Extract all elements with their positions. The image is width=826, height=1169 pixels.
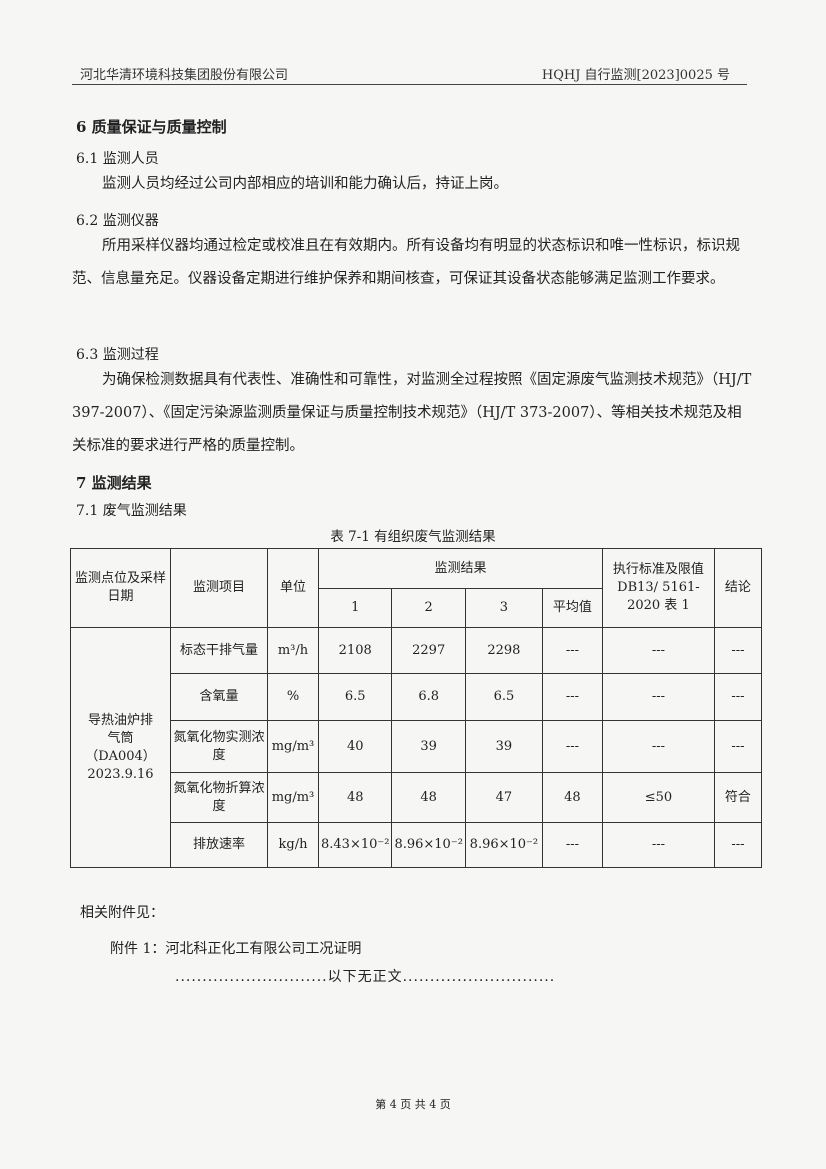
cell-limit: --- (601, 720, 715, 773)
cell-v2: 39 (391, 720, 466, 773)
header-report-no: HQHJ 自行监测[2023]0025 号 (541, 68, 730, 83)
cell-item: 含氧量 (170, 673, 268, 721)
header-point: 监测点位及采样日期 (70, 548, 171, 628)
cell-result: --- (713, 673, 762, 721)
cell-v3: 8.96×10⁻² (464, 822, 543, 868)
cell-v2: 2297 (391, 627, 466, 674)
cell-v1: 2108 (317, 627, 393, 674)
cell-avg: --- (541, 627, 603, 674)
cell-v2: 6.8 (391, 673, 466, 721)
header-avg: 平均值 (541, 588, 603, 628)
cell-unit: m³/h (267, 627, 319, 674)
cell-limit: --- (601, 627, 715, 674)
table-row: 导热油炉排气筒（DA004）2023.9.16 标态干排气量 m³/h 2108 22… (70, 627, 762, 868)
table-row: 氮氧化物折算浓度 mg/m³ 48 48 47 48 ≤50 符合 (71, 772, 762, 823)
attachments-intro: 相关附件见： (80, 905, 164, 921)
table-row: 氮氧化物实测浓度 mg/m³ 40 39 39 --- --- --- (71, 720, 762, 773)
cell-item: 氮氧化物折算浓度 (170, 772, 268, 823)
cell-v2: 8.96×10⁻² (391, 822, 466, 868)
results-table: 监测点位及采样日期 监测项目 单位 监测结果 执行标准及限值DB13/ 5161… (70, 548, 762, 868)
section-6-1-text: 监测人员均经过公司内部相应的培训和能力确认后，持证上岗。 (102, 176, 508, 192)
page-footer: 第 4 页 共 4 页 (375, 1098, 451, 1111)
cell-result: --- (713, 822, 762, 868)
monitoring-point: 导热油炉排气筒（DA004）2023.9.16 (70, 627, 171, 868)
section-7-1-title: 7.1 废气监测结果 (76, 503, 187, 519)
cell-v1: 8.43×10⁻² (317, 822, 393, 868)
header-item: 监测项目 (170, 548, 268, 628)
header-results: 监测结果 (318, 548, 603, 589)
cell-v2: 48 (391, 772, 466, 823)
cell-v3: 6.5 (464, 673, 543, 721)
section-7-title: 7 监测结果 (76, 474, 152, 492)
cell-result: --- (713, 720, 762, 773)
header-r3: 3 (464, 588, 543, 628)
cell-limit: --- (601, 822, 715, 868)
cell-result: 符合 (713, 772, 762, 823)
header-company: 河北华清环境科技集团股份有限公司 (80, 68, 289, 83)
header-unit: 单位 (267, 548, 319, 628)
end-of-text: ............................以下无正文.......… (175, 969, 556, 985)
cell-avg: --- (541, 720, 603, 773)
cell-result: --- (713, 627, 762, 674)
header-divider (72, 84, 747, 85)
cell-v1: 40 (317, 720, 393, 773)
table-row: 排放速率 kg/h 8.43×10⁻² 8.96×10⁻² 8.96×10⁻² --- --… (71, 822, 762, 868)
cell-unit: mg/m³ (267, 772, 319, 823)
table-caption: 表 7-1 有组织废气监测结果 (330, 529, 496, 545)
cell-unit: kg/h (267, 822, 319, 868)
cell-item: 标态干排气量 (170, 627, 268, 674)
section-6-2-text: 所用采样仪器均通过检定或校准且在有效期内。所有设备均有明显的状态标识和唯一性标识… (72, 238, 740, 287)
cell-v1: 6.5 (317, 673, 393, 721)
cell-avg: --- (541, 822, 603, 868)
cell-v3: 39 (464, 720, 543, 773)
cell-avg: --- (541, 673, 603, 721)
header-r2: 2 (391, 588, 466, 628)
header-conclusion: 结论 (713, 548, 762, 628)
cell-item: 氮氧化物实测浓度 (170, 720, 268, 773)
table-row: 含氧量% 6.5 6.8 6.5 --- --- --- (71, 673, 762, 721)
section-6-2-title: 6.2 监测仪器 (76, 213, 159, 229)
header-r1: 1 (317, 588, 393, 628)
cell-v3: 2298 (464, 627, 543, 674)
attachment-1: 附件 1：河北科正化工有限公司工况证明 (110, 941, 362, 957)
header-standard: 执行标准及限值DB13/ 5161-2020 表 1 (601, 548, 715, 628)
section-6-title: 6 质量保证与质量控制 (76, 118, 227, 136)
section-6-1-title: 6.1 监测人员 (76, 151, 159, 167)
cell-avg: 48 (541, 772, 603, 823)
cell-item: 排放速率 (170, 822, 268, 868)
cell-limit: ≤50 (601, 772, 715, 823)
cell-v1: 48 (317, 772, 393, 823)
cell-unit: % (267, 673, 319, 721)
cell-unit: mg/m³ (267, 720, 319, 773)
cell-v3: 47 (464, 772, 543, 823)
section-6-3-text: 为确保检测数据具有代表性、准确性和可靠性，对监测全过程按照《固定源废气监测技术规… (72, 372, 752, 454)
cell-limit: --- (601, 673, 715, 721)
section-6-3-title: 6.3 监测过程 (76, 347, 159, 363)
